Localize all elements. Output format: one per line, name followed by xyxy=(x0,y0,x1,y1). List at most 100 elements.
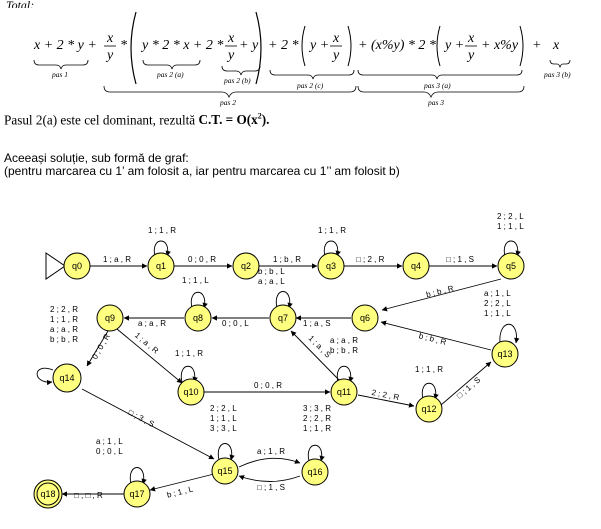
label-q15-loop-3: 3 ; 3 , L xyxy=(210,424,237,433)
svg-text:y: y xyxy=(226,48,235,63)
label-q5-loop-1: 2 ; 2 , L xyxy=(497,212,524,221)
label-pas2b: pas 2 (b) xyxy=(223,76,251,85)
node-q1: q1 xyxy=(147,252,175,280)
dominant-step-sentence: Pasul 2(a) este cel dominant, rezultă C.… xyxy=(4,112,269,128)
svg-text:q4: q4 xyxy=(411,261,421,271)
label-q9-q10: 1 ; a , R xyxy=(133,331,160,356)
node-q2: q2 xyxy=(232,252,260,280)
label-q15-loop-1: 2 ; 2 , L xyxy=(210,404,237,413)
svg-text:q3: q3 xyxy=(326,261,336,271)
svg-text:q7: q7 xyxy=(278,313,288,323)
label-q11-q7: 1 ; a , S xyxy=(307,334,333,360)
edge-q5-q6 xyxy=(381,278,502,312)
svg-text:q11: q11 xyxy=(337,387,351,397)
label-q5-loop-2: 1 ; 1 , L xyxy=(497,222,524,231)
edge-q12-q13 xyxy=(440,361,492,406)
loop-q13 xyxy=(499,324,520,344)
formula-frac-den: y xyxy=(105,48,114,63)
label-q3-loop: 1 ; 1 , R xyxy=(318,226,346,235)
svg-text:+ x%y: + x%y xyxy=(481,38,519,53)
loop-q1 xyxy=(153,240,171,257)
svg-text:q16: q16 xyxy=(307,467,322,477)
node-q7: q7 xyxy=(269,304,297,332)
loop-q8 xyxy=(190,291,208,309)
label-q14-loop-2: 1 ; 1 , R xyxy=(50,315,78,324)
svg-text:y +: y + xyxy=(443,38,464,53)
edge-q13-q6 xyxy=(380,320,492,351)
loop-q16 xyxy=(307,444,325,462)
label-q7-q8: 0 ; 0 , L xyxy=(222,319,249,328)
node-q14: q14 xyxy=(52,363,82,393)
node-q0: q0 xyxy=(63,252,91,280)
loop-q10 xyxy=(180,365,198,383)
node-q10: q10 xyxy=(177,378,205,406)
node-q5: q5 xyxy=(497,252,525,280)
label-q17-loop-1: a ; 1 , L xyxy=(96,437,123,446)
node-q4: q4 xyxy=(402,252,430,280)
label-q4-q5: □ ; 1 , S xyxy=(446,255,474,264)
svg-text:q13: q13 xyxy=(497,349,512,359)
label-q13-loop-3: 1 ; 1 , L xyxy=(484,309,511,318)
svg-text:y: y xyxy=(466,48,475,63)
svg-text:x: x xyxy=(332,31,340,46)
label-q16-loop-2: 2 ; 2 , R xyxy=(303,414,331,423)
label-q13-q6: b ; b , R xyxy=(418,331,448,347)
formula-term-1: x + 2 * y + xyxy=(33,38,97,53)
label-q14-loop-1: 2 ; 2 , R xyxy=(50,305,78,314)
svg-text:y: y xyxy=(331,48,340,63)
svg-text:q2: q2 xyxy=(241,261,251,271)
svg-text:+ y: + y xyxy=(239,38,259,53)
node-q15: q15 xyxy=(211,457,239,485)
label-q16-loop-3: 1 ; 1 , R xyxy=(303,424,331,433)
loop-q17 xyxy=(129,467,147,485)
svg-text:+ (x%y) * 2 *: + (x%y) * 2 * xyxy=(358,38,436,53)
label-q5-q6: b ; b , R xyxy=(425,284,455,300)
edge-q9-q14 xyxy=(86,330,109,367)
label-q9-q14: 0 ; 0 , R xyxy=(90,332,112,361)
label-q15-loop-2: 1 ; 1 , L xyxy=(210,414,237,423)
svg-text:+: + xyxy=(532,38,541,53)
label-q7-loop-2: a ; a , L xyxy=(258,277,285,286)
node-q12: q12 xyxy=(415,395,443,423)
label-q16-loop-1: 3 ; 3 , R xyxy=(303,404,331,413)
label-pas2a: pas 2 (a) xyxy=(156,70,184,79)
label-q1-q2: 0 ; 0 , R xyxy=(188,255,216,264)
edge-q16-q15 xyxy=(238,475,301,482)
svg-text:q1: q1 xyxy=(156,261,166,271)
svg-text:x: x xyxy=(227,31,235,46)
graph-note: (pentru marcarea cu 1’ am folosit a, iar… xyxy=(4,164,400,178)
edge-q11-q7 xyxy=(290,330,341,382)
label-pas3a: pas 3 (a) xyxy=(423,81,451,90)
label-q7-loop-1: b ; b , L xyxy=(258,267,285,276)
svg-text:q18: q18 xyxy=(40,489,55,499)
node-q8: q8 xyxy=(184,304,212,332)
node-q11: q11 xyxy=(330,378,358,406)
node-q9: q9 xyxy=(96,304,124,332)
label-pas2: pas 2 xyxy=(219,98,236,107)
svg-text:q9: q9 xyxy=(105,313,115,323)
label-q15-q16: a ; 1 , R xyxy=(257,447,285,456)
edge-q15-q16 xyxy=(238,457,301,468)
svg-text:q8: q8 xyxy=(193,313,203,323)
formula-frac-num: x xyxy=(106,31,114,46)
label-q10-q11: 0 ; 0 , R xyxy=(254,381,282,390)
node-q17: q17 xyxy=(123,480,151,508)
label-q11-loop-1: a ; a , R xyxy=(330,336,358,345)
complexity-result: C.T. = O(x2). xyxy=(198,112,269,127)
label-q13-loop-2: 2 ; 2 , L xyxy=(484,299,511,308)
label-q12-loop: 1 ; 1 , R xyxy=(415,365,443,374)
svg-text:q0: q0 xyxy=(72,261,82,271)
svg-text:x: x xyxy=(552,38,560,53)
svg-text:q14: q14 xyxy=(59,373,74,383)
edge-q11-q12 xyxy=(357,394,415,408)
svg-text:*: * xyxy=(120,38,127,53)
cut-heading: Total: xyxy=(6,0,35,8)
label-q11-loop-2: b ; b , R xyxy=(330,346,358,355)
label-q17-loop-2: 0 ; 0 , L xyxy=(96,447,123,456)
svg-text:y * 2 * x + 2 *: y * 2 * x + 2 * xyxy=(140,38,223,53)
svg-text:+ 2 *: + 2 * xyxy=(268,38,298,53)
start-marker xyxy=(45,252,66,280)
label-pas1: pas 1 xyxy=(51,70,68,79)
node-q16: q16 xyxy=(301,458,329,486)
svg-text:q6: q6 xyxy=(360,313,370,323)
